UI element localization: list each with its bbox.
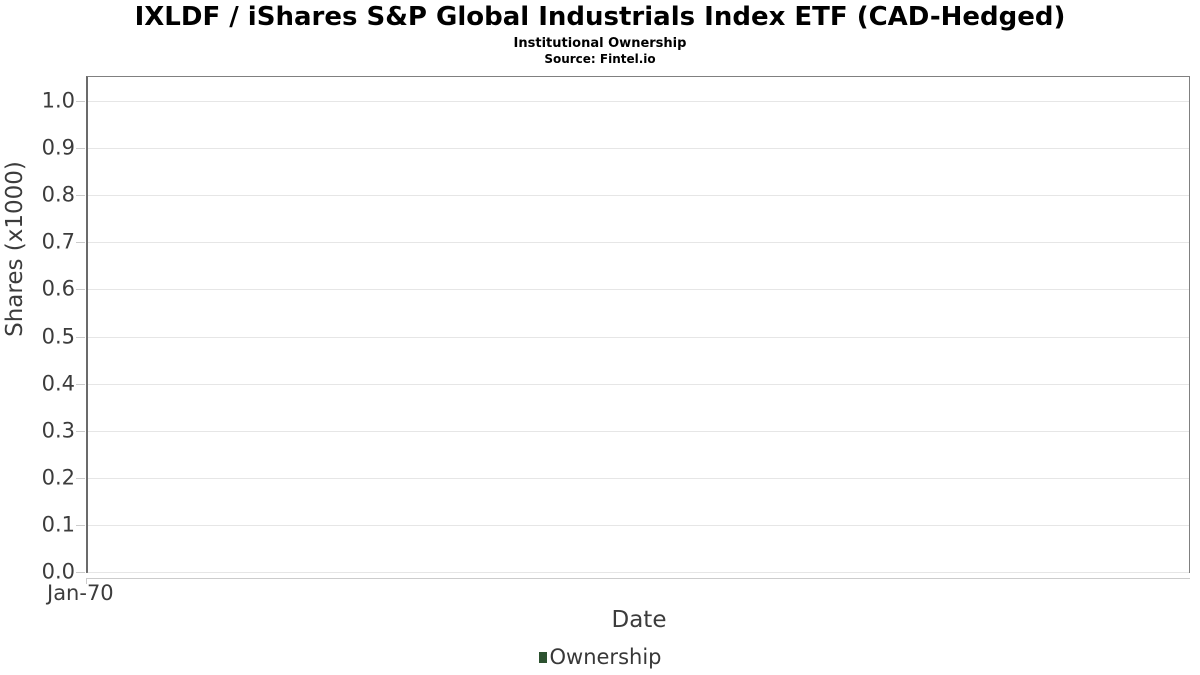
y-tick-mark [76,101,85,102]
y-gridline [88,384,1189,385]
y-tick-label: 0.8 [41,182,75,207]
chart-legend: Ownership [0,645,1200,669]
y-tick-label: 0.1 [41,512,75,537]
y-tick-mark [76,337,85,338]
chart-title: IXLDF / iShares S&P Global Industrials I… [134,2,1066,32]
y-tick-mark [76,242,85,243]
chart-source-credit: Source: Fintel.io [544,52,656,66]
y-tick-label: 0.3 [41,418,75,443]
x-axis-tick-mark [86,578,87,584]
y-gridline [88,478,1189,479]
y-tick-label: 0.4 [41,371,75,396]
y-gridline [88,242,1189,243]
y-tick-mark [76,478,85,479]
y-tick-mark [76,384,85,385]
y-tick-mark [76,289,85,290]
x-axis-line [86,578,1190,579]
chart-subtitle: Institutional Ownership [513,36,687,51]
y-tick-label: 0.5 [41,324,75,349]
y-axis-title: Shares (x1000) [2,161,28,337]
y-tick-mark [76,525,85,526]
legend-swatch-icon [538,652,547,664]
y-tick-label: 0.2 [41,465,75,490]
legend-item-ownership[interactable]: Ownership [538,645,662,669]
plot-area: 0.0 0.1 0.2 0.3 0.4 0.5 0.6 0.7 0.8 0.9 1.0 [42,76,1190,582]
y-gridline [88,289,1189,290]
y-gridline [88,337,1189,338]
y-gridline [88,101,1189,102]
y-gridline [88,431,1189,432]
x-axis-title: Date [611,607,667,633]
y-tick-mark [76,195,85,196]
legend-label: Ownership [549,645,662,669]
y-tick-label: 0.0 [41,559,75,584]
y-tick-mark [76,148,85,149]
y-tick-label: 0.9 [41,135,75,160]
x-tick-label: Jan-70 [47,581,114,605]
y-tick-mark [76,572,85,573]
y-gridline [88,195,1189,196]
y-gridline [88,148,1189,149]
y-tick-label: 0.6 [41,276,75,301]
y-gridline [88,572,1189,573]
y-tick-mark [76,431,85,432]
y-gridline [88,525,1189,526]
y-tick-label: 0.7 [41,229,75,254]
y-tick-label: 1.0 [41,88,75,113]
